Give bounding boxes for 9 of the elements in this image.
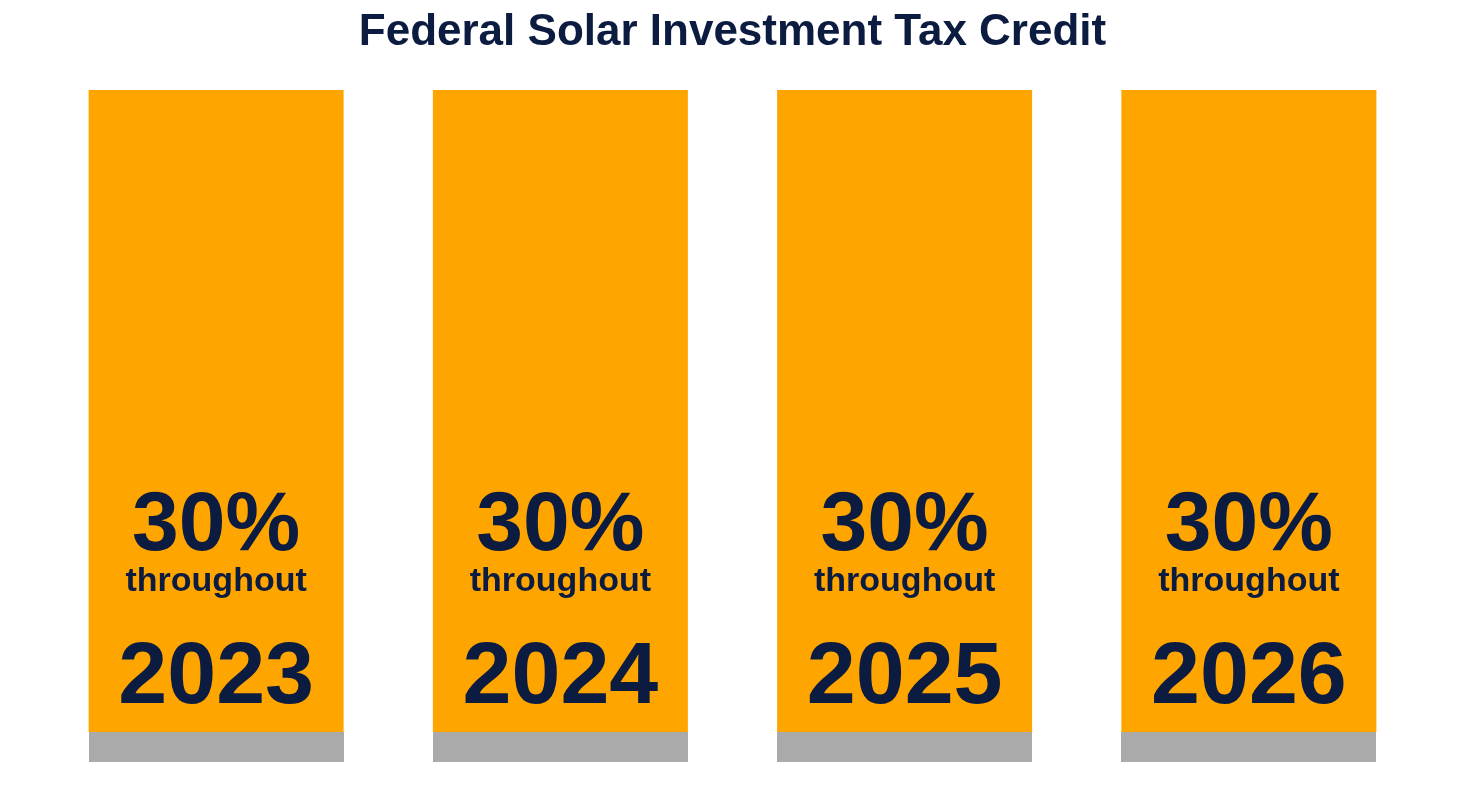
data-label: 30% throughout xyxy=(1158,474,1340,598)
data-label: 30% throughout xyxy=(125,474,307,598)
x-tick-label: 2026 xyxy=(1150,622,1347,722)
data-label: 30% throughout xyxy=(813,474,996,598)
x-tick-label: 2024 xyxy=(462,622,659,722)
chart-title: Federal Solar Investment Tax Credit xyxy=(358,4,1107,54)
data-label: 30% throughout xyxy=(469,474,652,598)
x-tick-label: 2025 xyxy=(806,622,1003,722)
x-tick-label: 2023 xyxy=(118,622,315,722)
